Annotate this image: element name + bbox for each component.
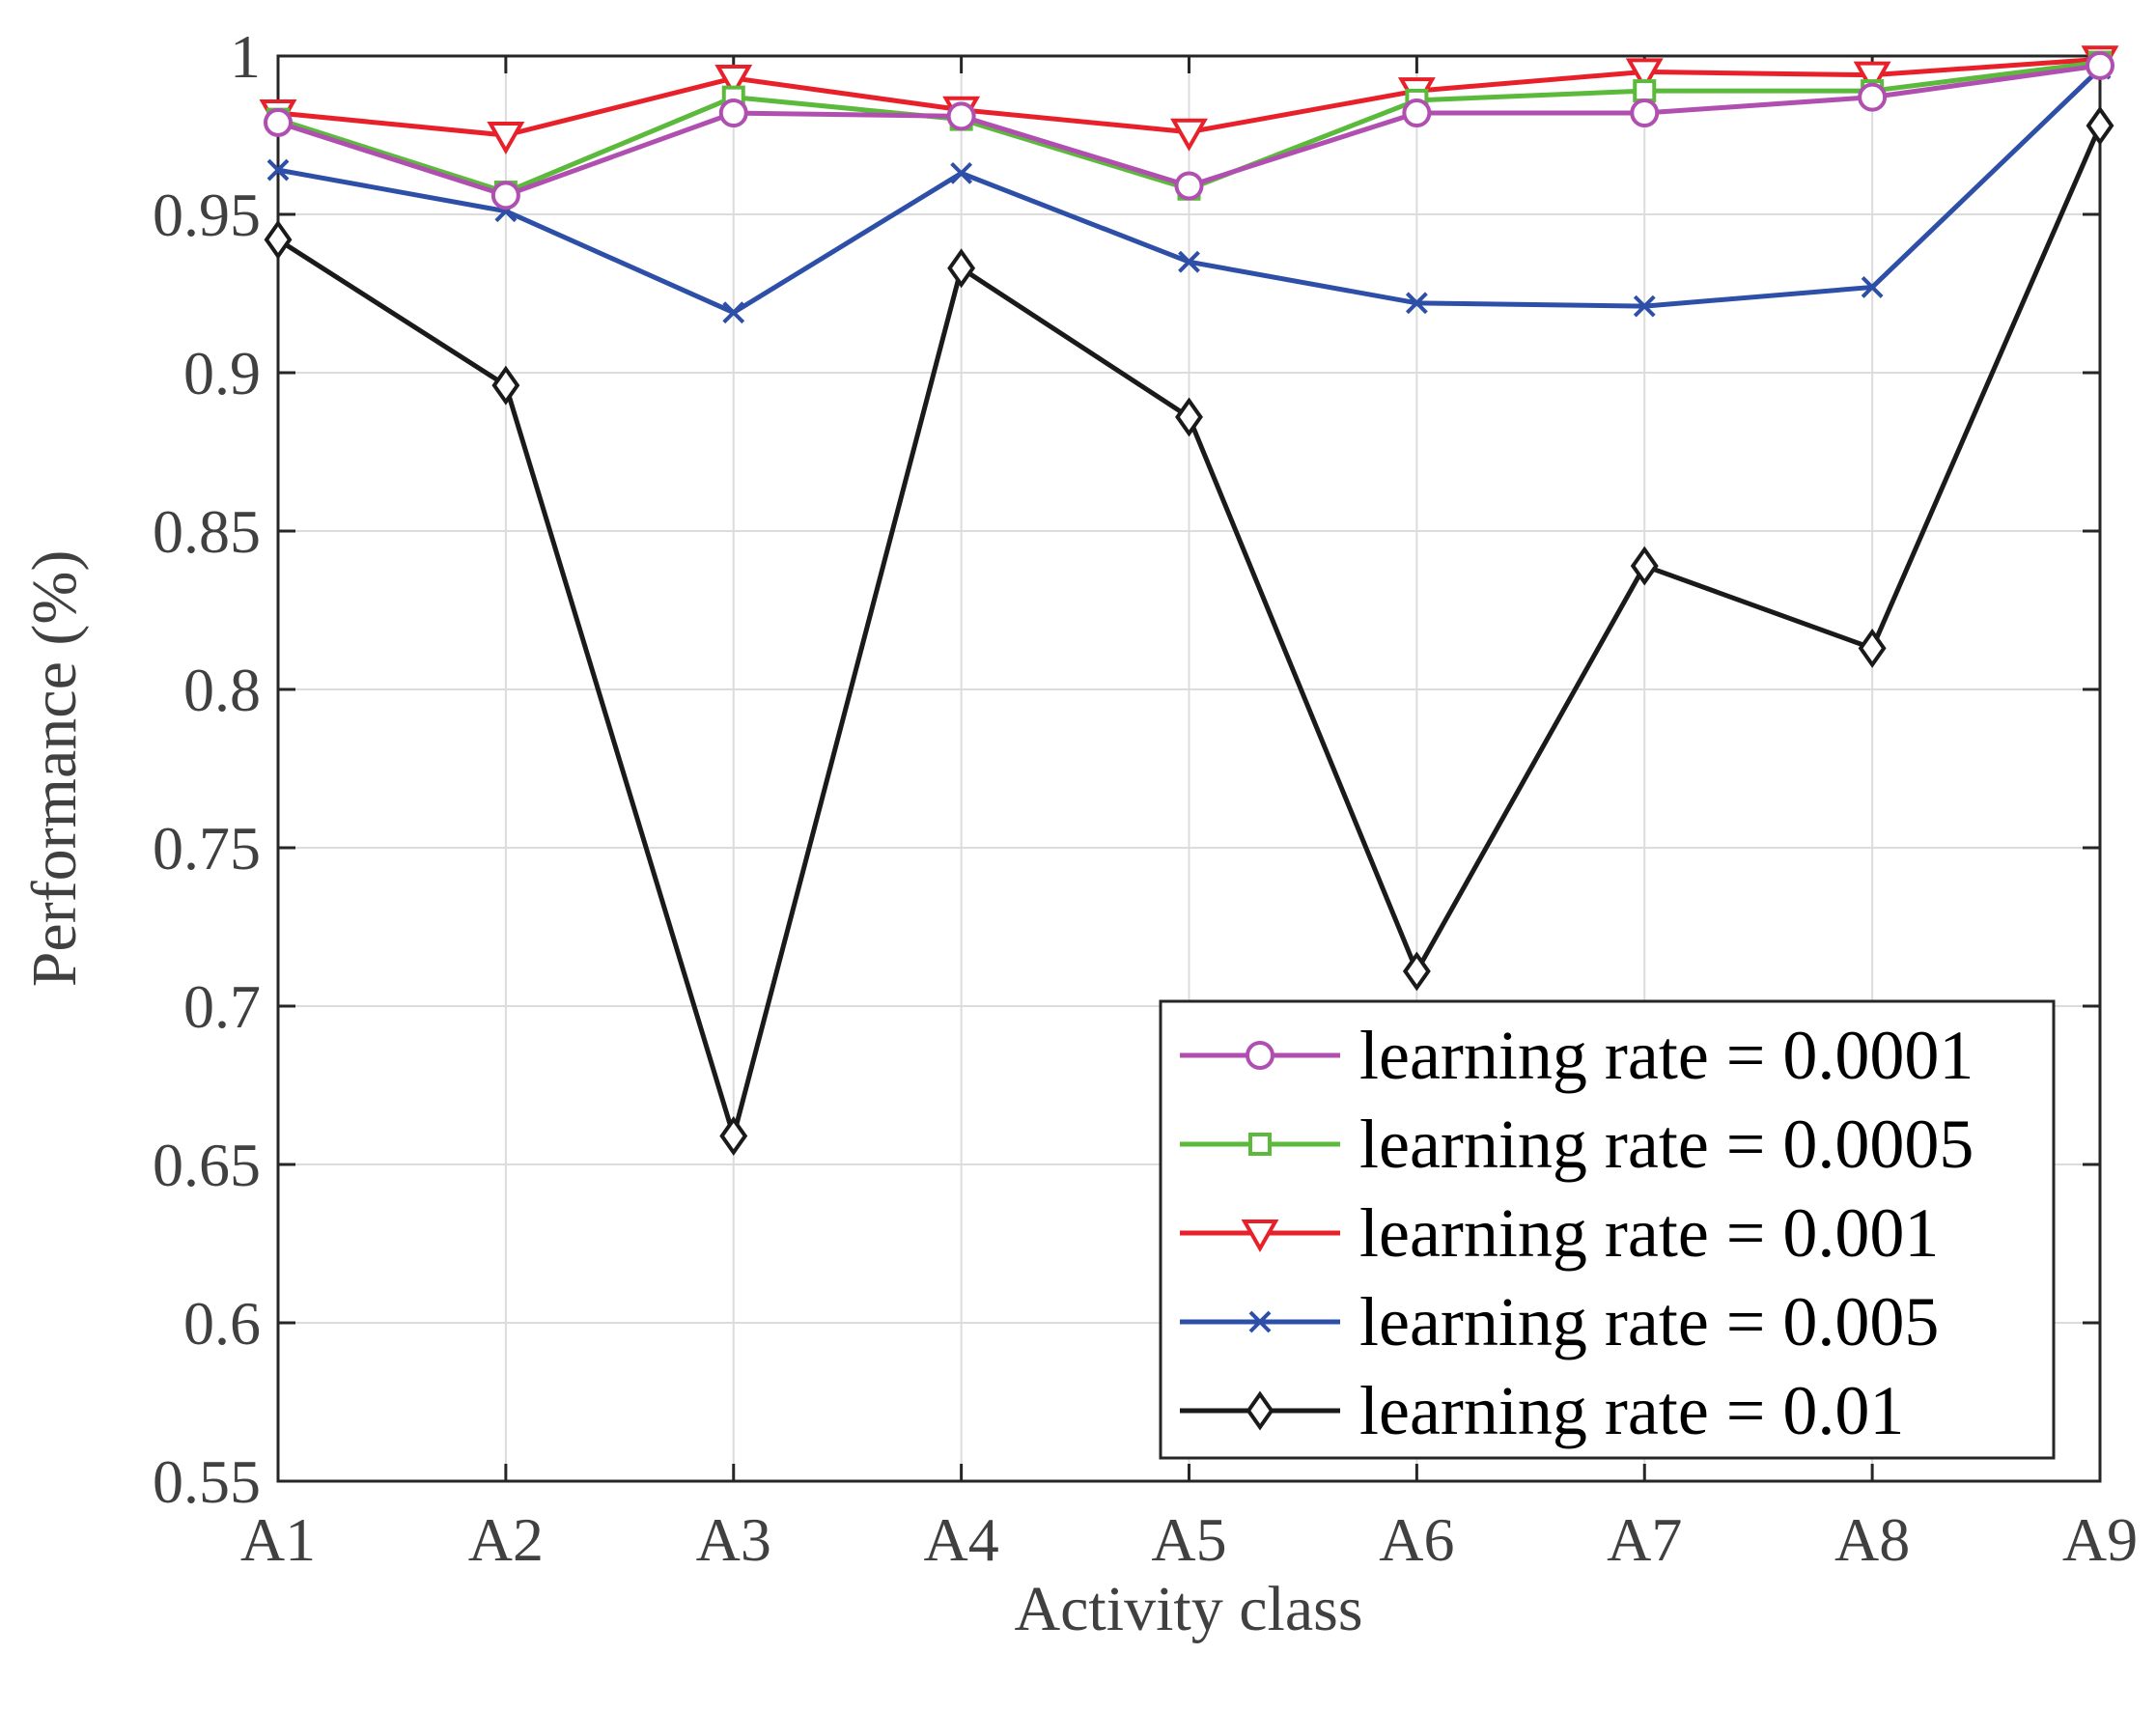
y-tick-label: 0.7 (183, 972, 261, 1041)
y-tick-label: 0.75 (153, 814, 261, 883)
series-4 (266, 57, 2112, 324)
data-point (1633, 294, 1656, 318)
legend-label: learning rate = 0.005 (1359, 1283, 1939, 1360)
legend-label: learning rate = 0.0001 (1359, 1017, 1974, 1094)
series-1 (264, 50, 2114, 210)
data-point (2086, 105, 2114, 146)
legend-label: learning rate = 0.01 (1359, 1372, 1904, 1449)
data-point (947, 248, 976, 289)
y-tick-label: 0.8 (183, 656, 261, 724)
data-point (1858, 628, 1887, 668)
series-5 (264, 105, 2114, 1156)
data-point (490, 181, 520, 210)
x-tick-label: A4 (924, 1505, 999, 1574)
data-point (1630, 546, 1659, 586)
legend-label: learning rate = 0.001 (1359, 1194, 1939, 1272)
data-point (1170, 118, 1208, 152)
data-point (714, 64, 753, 98)
y-tick-label: 0.65 (153, 1131, 261, 1199)
data-point (1178, 250, 1200, 273)
data-point (722, 301, 745, 324)
y-tick-label: 0.55 (153, 1447, 261, 1516)
data-point (718, 98, 748, 128)
data-point (1175, 397, 1203, 437)
data-point (2086, 50, 2114, 80)
x-tick-label: A1 (240, 1505, 316, 1574)
x-tick-label: A6 (1379, 1505, 1454, 1574)
legend-entry: learning rate = 0.001 (1180, 1194, 1939, 1272)
series-group (259, 45, 2119, 1156)
data-point (264, 219, 293, 260)
x-tick-label: A8 (1834, 1505, 1910, 1574)
x-tick-label: A5 (1151, 1505, 1226, 1574)
legend-entry: learning rate = 0.0001 (1180, 1017, 1974, 1094)
y-tick-label: 0.95 (153, 181, 261, 249)
x-tick-label: A3 (696, 1505, 771, 1574)
data-point (1405, 292, 1428, 315)
x-tick-label: A7 (1607, 1505, 1682, 1574)
legend-marker (1246, 1390, 1274, 1431)
data-point (264, 107, 293, 137)
data-point (1625, 58, 1664, 92)
legend-marker (1246, 1041, 1274, 1070)
y-tick-label: 0.85 (153, 497, 261, 566)
legend-entry: learning rate = 0.0005 (1180, 1106, 1974, 1183)
y-tick-label: 0.6 (183, 1289, 261, 1358)
data-point (719, 1116, 748, 1156)
data-point (1853, 61, 1891, 95)
x-tick-label: A9 (2062, 1505, 2138, 1574)
data-point (1630, 98, 1660, 128)
legend-box (1159, 999, 2056, 1460)
legend-entry: learning rate = 0.01 (1180, 1372, 1904, 1449)
data-point (1858, 82, 1888, 112)
data-point (946, 101, 976, 131)
legend-entry: learning rate = 0.005 (1180, 1283, 1939, 1360)
y-tick-label: 0.9 (183, 339, 261, 407)
axis-ticks: 0.55 0.6 0.65 0.7 0.75 0.8 0.85 0.9 0.95 1 A1 A2 A3 A… (153, 22, 2138, 1574)
x-axis-label: Activity class (1014, 1574, 1362, 1644)
x-tick-label: A2 (468, 1505, 544, 1574)
data-point (950, 161, 973, 184)
data-point (491, 365, 520, 406)
y-axis-label: Performance (%) (19, 550, 90, 988)
data-point (266, 158, 290, 182)
legend: learning rate = 0.0001 learning rate = 0.… (1159, 999, 2056, 1460)
data-point (487, 122, 525, 155)
legend-marker (1248, 1310, 1272, 1333)
data-point (1633, 79, 1657, 103)
y-tick-label: 1 (230, 22, 261, 91)
data-point (1402, 98, 1432, 128)
legend-marker (1248, 1133, 1272, 1156)
data-point (1174, 171, 1204, 201)
data-point (1861, 276, 1884, 298)
legend-marker (1241, 1219, 1279, 1253)
data-point (1402, 951, 1431, 992)
legend-label: learning rate = 0.0005 (1359, 1106, 1974, 1183)
